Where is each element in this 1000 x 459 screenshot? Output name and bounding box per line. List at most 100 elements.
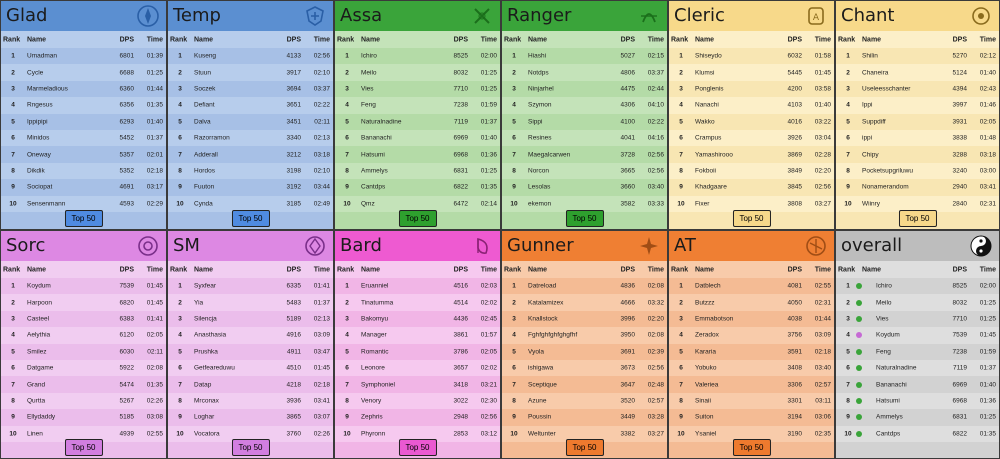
player-name: Bananachi [876,381,907,389]
player-name: Lesolas [528,183,551,191]
top-50-button[interactable]: Top 50 [398,439,437,456]
dps-value: 6801 [119,52,134,60]
table-row: 1 Hiashi 5027 02:15 [502,48,667,65]
dps-value: 2948 [453,413,468,421]
time-value: 02:18 [313,381,330,389]
player-name: Ysaniel [695,430,717,438]
panel-title: Temp [173,5,221,26]
time-value: 01:45 [146,299,163,307]
panel-title: overall [841,235,903,256]
time-value: 03:11 [815,397,831,405]
bard-emblem-icon [470,234,494,258]
time-value: 02:20 [647,315,664,323]
time-value: 03:22 [814,118,831,126]
top-50-button[interactable]: Top 50 [64,439,103,456]
top-50-button[interactable]: Top 50 [231,210,270,227]
dps-value: 7238 [952,348,967,356]
table-row: 7 Adderall 3212 03:18 [168,146,333,163]
table-row: 7 Yamashirooo 3869 02:28 [669,146,834,163]
rank-cell: 5 [11,118,15,126]
top-50-button[interactable]: Top 50 [565,439,604,456]
rank-cell: 9 [846,183,850,191]
time-value: 01:58 [814,52,831,60]
time-value: 02:12 [979,52,996,60]
top-50-button[interactable]: Top 50 [231,439,270,456]
time-value: 01:35 [146,381,163,389]
rank-cell: 6 [679,134,683,142]
rank-cell: 7 [178,381,182,389]
time-value: 02:03 [480,282,497,290]
player-name: Norcon [528,167,549,175]
player-name: Umadman [27,52,57,60]
time-value: 02:01 [146,151,163,159]
class-icon [856,299,862,306]
player-name: Hatsumi [876,397,900,405]
column-header-dps: DPS [119,36,134,43]
top-50-button[interactable]: Top 50 [565,210,604,227]
dps-value: 7710 [952,315,967,323]
time-value: 01:37 [313,299,330,307]
time-value: 01:44 [814,315,831,323]
dps-value: 4436 [453,315,468,323]
dps-value: 6472 [453,200,468,208]
rank-cell: 3 [679,85,683,93]
table-row: 6 ishigawa 3673 02:56 [502,359,667,377]
rank-cell: 7 [846,151,850,159]
top-50-button[interactable]: Top 50 [398,210,437,227]
rank-cell: 2 [512,299,516,307]
assa-emblem-icon [470,4,494,28]
table-row: 10 Weltunter 3382 03:27 [502,425,667,442]
column-header-dps: DPS [620,266,635,273]
player-name: Yamashirooo [695,151,733,159]
rank-cell: 10 [844,430,852,438]
table-header: Rank Name DPS Time [836,261,999,278]
player-name: Fghfghfghfghgfhf [528,331,578,339]
class-icon [856,430,862,437]
table-row: 1 Umadman 6801 01:39 [1,48,166,65]
time-value: 03:37 [313,85,330,93]
time-value: 02:29 [146,200,163,208]
table-row: 2 Cycle 6688 01:25 [1,64,166,81]
player-name: Resines [528,134,552,142]
column-header-time: Time [979,266,996,273]
time-value: 01:25 [979,315,996,323]
dps-value: 3306 [787,381,802,389]
table-row: 8 Dikdik 5352 02:18 [1,162,166,180]
dps-value: 3651 [286,101,301,109]
time-value: 02:26 [146,397,163,405]
player-name: ishigawa [528,364,554,372]
table-row: 3 Ninjarhel 4475 02:44 [502,80,667,98]
rank-cell: 1 [679,52,683,60]
panel-header: Gunner [502,231,667,261]
class-icon [856,332,862,339]
table-row: 10 Wiinry 2840 02:31 [836,195,999,212]
column-header-dps: DPS [787,36,802,43]
leaderboard-panel-chant: Chant Rank Name DPS Time 1 Shilin 5270 02:12 2 Cha… [835,0,1000,230]
panel-header: Cleric A [669,1,834,31]
player-name: Stuun [194,69,211,77]
top-50-button[interactable]: Top 50 [732,210,771,227]
top-50-button[interactable]: Top 50 [64,210,103,227]
table-row: 10 Linen 4939 02:55 [1,425,166,442]
rank-cell: 6 [512,364,516,372]
time-value: 03:17 [146,183,163,191]
top-50-button[interactable]: Top 50 [898,210,937,227]
dps-value: 3194 [787,413,802,421]
player-name: Ichiro [876,282,892,290]
dps-value: 4394 [952,85,967,93]
table-row: 2 Harpoon 6820 01:45 [1,294,166,311]
time-value: 03:41 [313,397,330,405]
dps-value: 7539 [119,282,134,290]
rank-cell: 1 [11,52,15,60]
rank-cell: 7 [679,381,683,389]
rank-cell: 1 [512,52,516,60]
player-name: Qmz [361,200,375,208]
table-row: 1 Shiseydo 6032 01:58 [669,48,834,65]
player-name: Ninjarhel [528,85,554,93]
table-header: Rank Name DPS Time [168,261,333,278]
player-name: Naturalnadine [361,118,402,126]
player-name: Symphoniel [361,381,395,389]
top-50-button[interactable]: Top 50 [732,439,771,456]
player-name: Zephris [361,413,383,421]
player-name: Zeradox [695,331,719,339]
